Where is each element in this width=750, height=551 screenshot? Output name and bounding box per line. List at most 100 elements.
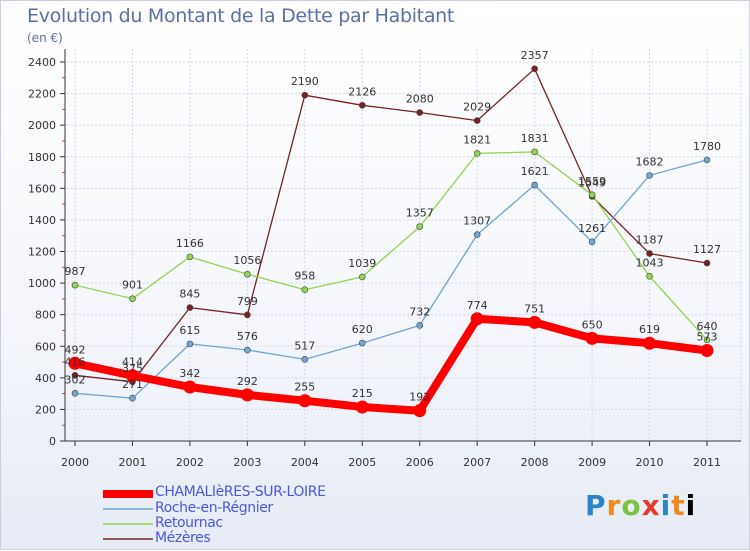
data-point-3 bbox=[186, 304, 194, 311]
chart-unit: (en €) bbox=[27, 31, 63, 45]
data-label-3: 2357 bbox=[521, 49, 549, 62]
data-label-0: 192 bbox=[409, 391, 430, 404]
series-line-2 bbox=[74, 151, 708, 341]
data-label-3: 1549 bbox=[578, 176, 606, 189]
y-tick-label: 200 bbox=[35, 403, 56, 416]
data-point-2 bbox=[473, 150, 481, 157]
data-label-1: 302 bbox=[65, 373, 86, 386]
y-tick-label: 1000 bbox=[28, 277, 56, 290]
data-point-1 bbox=[588, 238, 596, 246]
y-tick-label: 800 bbox=[35, 309, 56, 322]
data-point-0 bbox=[643, 336, 657, 350]
data-label-2: 987 bbox=[65, 265, 86, 278]
x-tick-label: 2000 bbox=[61, 456, 89, 469]
data-label-2: 640 bbox=[697, 320, 718, 333]
data-point-2 bbox=[646, 272, 653, 280]
data-point-1 bbox=[301, 356, 309, 363]
data-label-3: 845 bbox=[179, 288, 200, 301]
x-tick-label: 2005 bbox=[348, 456, 376, 469]
data-label-2: 1039 bbox=[348, 257, 376, 270]
data-point-3 bbox=[646, 250, 653, 257]
series-line-1 bbox=[74, 159, 708, 399]
data-point-3 bbox=[71, 372, 79, 379]
y-tick-label: 2400 bbox=[28, 56, 56, 69]
data-label-2: 1043 bbox=[636, 256, 664, 269]
y-tick-label: 400 bbox=[35, 372, 56, 385]
data-point-0 bbox=[183, 380, 197, 394]
data-point-3 bbox=[358, 101, 366, 109]
data-label-0: 492 bbox=[65, 343, 86, 356]
chart-title: Evolution du Montant de la Dette par Hab… bbox=[27, 5, 455, 27]
data-label-1: 1780 bbox=[693, 140, 721, 153]
data-label-1: 1621 bbox=[521, 165, 549, 178]
data-label-1: 620 bbox=[352, 323, 373, 336]
y-tick-label: 1800 bbox=[28, 151, 56, 164]
data-point-2 bbox=[588, 191, 596, 199]
data-label-0: 751 bbox=[524, 302, 545, 315]
legend-label-mezeres: Mézères bbox=[155, 530, 211, 546]
data-point-0 bbox=[585, 331, 599, 345]
data-point-1 bbox=[129, 394, 136, 402]
series-line-0 bbox=[71, 314, 711, 415]
x-tick-labels: 2000 2001 2002 2003 2004 2005 2006 2007 2008 2009… bbox=[61, 456, 721, 469]
data-point-2 bbox=[531, 148, 538, 156]
data-label-1: 1307 bbox=[463, 215, 491, 228]
data-label-3: 416 bbox=[65, 355, 86, 368]
data-label-0: 774 bbox=[467, 299, 488, 312]
data-label-3: 799 bbox=[237, 295, 258, 308]
data-label-2: 1821 bbox=[463, 133, 491, 146]
data-point-1 bbox=[71, 390, 79, 397]
series-points bbox=[68, 65, 714, 418]
y-tick-label: 2000 bbox=[28, 119, 56, 132]
legend-label-roche: Roche-en-Régnier bbox=[155, 500, 273, 516]
data-label-2: 958 bbox=[294, 270, 315, 283]
data-point-1 bbox=[531, 181, 538, 189]
data-label-1: 271 bbox=[122, 378, 143, 391]
data-label-1: 517 bbox=[294, 339, 315, 352]
axes bbox=[60, 49, 741, 446]
data-point-3 bbox=[703, 259, 711, 267]
data-point-2 bbox=[244, 270, 251, 278]
y-tick-label: 1600 bbox=[28, 182, 56, 195]
data-point-3 bbox=[531, 65, 538, 73]
data-point-0 bbox=[125, 369, 139, 383]
data-label-0: 414 bbox=[122, 356, 143, 369]
x-tick-label: 2006 bbox=[406, 456, 434, 469]
y-tick-labels: 0 200 400 600 800 1000 1200 1400 1600 1800 2000 220… bbox=[28, 56, 56, 448]
data-point-2 bbox=[301, 286, 309, 294]
data-label-3: 2190 bbox=[291, 75, 319, 88]
data-label-2: 1357 bbox=[406, 207, 434, 220]
data-label-3: 2126 bbox=[348, 85, 376, 98]
data-label-0: 342 bbox=[179, 367, 200, 380]
data-point-0 bbox=[240, 388, 254, 402]
data-label-0: 292 bbox=[237, 375, 258, 388]
x-tick-label: 2010 bbox=[636, 456, 664, 469]
data-point-2 bbox=[129, 295, 136, 303]
data-point-0 bbox=[298, 394, 312, 408]
data-point-1 bbox=[703, 156, 711, 164]
data-label-3: 1187 bbox=[636, 234, 664, 247]
data-point-1 bbox=[358, 339, 366, 347]
legend-label-chamalieres: CHAMALIèRES-SUR-LOIRE bbox=[155, 484, 326, 500]
x-tick-label: 2008 bbox=[521, 456, 549, 469]
x-tick-label: 2011 bbox=[693, 456, 721, 469]
data-labels: 416 375 845 799 2190 2126 2080 2029 2357 1549 1187… bbox=[65, 49, 722, 404]
data-point-2 bbox=[416, 223, 424, 231]
data-label-1: 732 bbox=[409, 305, 430, 318]
data-label-1: 1682 bbox=[636, 155, 664, 168]
y-tick-label: 1400 bbox=[28, 214, 56, 227]
data-label-0: 255 bbox=[294, 381, 315, 394]
data-point-0 bbox=[470, 312, 484, 326]
y-tick-label: 600 bbox=[35, 340, 56, 353]
x-tick-label: 2004 bbox=[291, 456, 319, 469]
data-label-2: 901 bbox=[122, 279, 143, 292]
proxiti-logo: Proxiti bbox=[585, 489, 697, 522]
data-point-0 bbox=[700, 344, 714, 358]
y-tick-label: 0 bbox=[49, 435, 56, 448]
data-point-3 bbox=[244, 311, 251, 319]
legend-swatches bbox=[103, 490, 153, 540]
data-point-0 bbox=[355, 400, 369, 414]
data-point-2 bbox=[703, 336, 711, 344]
data-point-1 bbox=[244, 346, 251, 354]
x-tick-label: 2002 bbox=[176, 456, 204, 469]
